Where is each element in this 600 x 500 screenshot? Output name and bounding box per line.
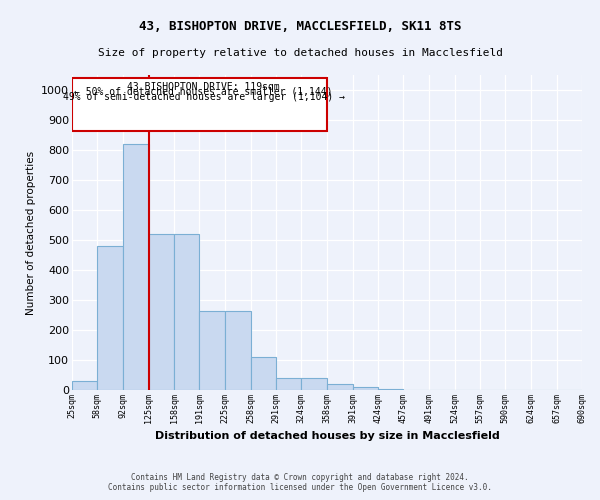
Y-axis label: Number of detached properties: Number of detached properties bbox=[26, 150, 35, 314]
Bar bbox=[276, 378, 301, 390]
Text: ← 50% of detached houses are smaller (1,144): ← 50% of detached houses are smaller (1,… bbox=[74, 87, 333, 97]
Text: 43 BISHOPTON DRIVE: 119sqm: 43 BISHOPTON DRIVE: 119sqm bbox=[127, 82, 280, 92]
Bar bbox=[226, 310, 251, 390]
Bar bbox=[72, 381, 97, 390]
Bar bbox=[251, 357, 276, 390]
Bar bbox=[328, 384, 353, 390]
Bar bbox=[149, 234, 174, 390]
Text: Size of property relative to detached houses in Macclesfield: Size of property relative to detached ho… bbox=[97, 48, 503, 58]
X-axis label: Distribution of detached houses by size in Macclesfield: Distribution of detached houses by size … bbox=[155, 431, 499, 441]
Bar bbox=[301, 378, 328, 390]
Bar bbox=[199, 310, 226, 390]
Bar bbox=[353, 387, 378, 390]
Text: 49% of semi-detached houses are larger (1,104) →: 49% of semi-detached houses are larger (… bbox=[62, 92, 344, 102]
Bar bbox=[72, 78, 328, 130]
Bar bbox=[378, 388, 403, 390]
Text: Contains public sector information licensed under the Open Government Licence v3: Contains public sector information licen… bbox=[108, 484, 492, 492]
Bar bbox=[174, 234, 199, 390]
Text: 43, BISHOPTON DRIVE, MACCLESFIELD, SK11 8TS: 43, BISHOPTON DRIVE, MACCLESFIELD, SK11 … bbox=[139, 20, 461, 33]
Text: Contains HM Land Registry data © Crown copyright and database right 2024.: Contains HM Land Registry data © Crown c… bbox=[131, 474, 469, 482]
Bar bbox=[124, 144, 149, 390]
Bar bbox=[97, 246, 124, 390]
